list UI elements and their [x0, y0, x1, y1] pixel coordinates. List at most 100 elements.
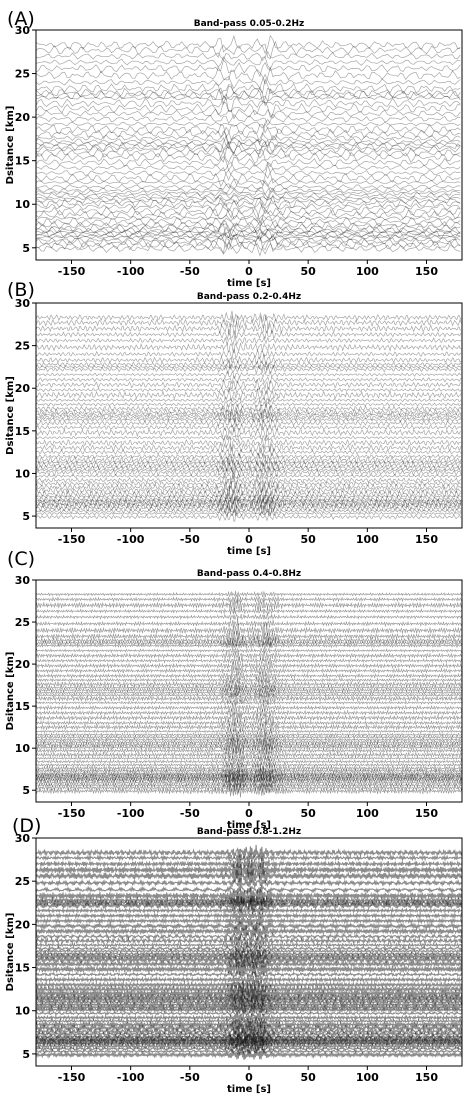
x-tick-label: -100: [117, 807, 145, 820]
trace: [36, 66, 461, 86]
panel-label: (C): [7, 548, 35, 570]
trace: [36, 775, 462, 787]
trace: [36, 179, 461, 193]
trace: [36, 678, 462, 691]
trace: [36, 737, 462, 747]
trace: [36, 399, 462, 409]
trace: [36, 73, 461, 90]
x-tick-label: 100: [356, 1071, 379, 1084]
trace: [36, 149, 461, 165]
panel-d: (D) Band-pass 0.8-1.2Hz -150 -100 -50 0 50 100 1…: [5, 815, 463, 1095]
trace: [36, 34, 461, 55]
trace: [36, 1002, 462, 1012]
x-tick-label: 150: [415, 807, 438, 820]
trace: [36, 742, 462, 754]
trace: [36, 630, 462, 643]
trace: [36, 712, 462, 725]
x-tick-label: 0: [245, 807, 253, 820]
x-tick-label: -150: [58, 265, 86, 278]
trace: [36, 885, 462, 895]
trace: [36, 770, 462, 780]
y-tick-label: 20: [15, 111, 31, 124]
x-tick-label: -150: [58, 807, 86, 820]
trace: [36, 138, 461, 151]
trace: [36, 458, 462, 467]
y-tick-label: 25: [15, 616, 30, 629]
y-tick-label: 20: [15, 382, 31, 395]
trace: [36, 650, 462, 661]
trace: [36, 474, 462, 485]
trace: [36, 878, 462, 888]
trace: [36, 86, 461, 107]
y-tick-label: 10: [15, 198, 31, 211]
y-axis-label: Dsitance [km]: [5, 913, 16, 992]
trace: [36, 123, 461, 138]
trace: [36, 961, 462, 977]
trace: [36, 417, 462, 429]
y-tick-label: 5: [22, 1048, 30, 1061]
chart-title: Band-pass 0.8-1.2Hz: [197, 827, 301, 837]
trace: [36, 660, 462, 671]
trace: [36, 406, 462, 419]
trace: [36, 997, 462, 1007]
y-tick-label: 10: [15, 742, 31, 755]
trace: [36, 442, 462, 455]
trace: [36, 216, 461, 229]
panel-b: (B) Band-pass 0.2-0.4Hz -150 -100 -50 0 50 100 1…: [5, 279, 463, 557]
trace: [36, 958, 462, 970]
trace: [36, 590, 462, 598]
x-tick-label: 50: [301, 265, 317, 278]
x-tick-label: -100: [117, 1071, 145, 1084]
y-tick-label: 25: [15, 68, 30, 81]
trace: [36, 314, 462, 330]
x-tick-label: 0: [245, 1071, 253, 1084]
trace: [36, 1049, 462, 1060]
trace: [36, 667, 462, 676]
trace: [36, 241, 461, 255]
trace: [36, 1043, 462, 1054]
trace: [36, 783, 462, 798]
trace: [36, 975, 462, 984]
trace: [36, 767, 462, 778]
trace: [36, 925, 462, 938]
trace: [36, 446, 462, 457]
trace: [36, 135, 461, 155]
trace: [36, 511, 462, 522]
trace: [36, 861, 462, 879]
trace: [36, 93, 461, 102]
trace: [36, 491, 462, 502]
x-tick-label: 100: [356, 533, 379, 546]
trace: [36, 228, 461, 236]
trace: [36, 1028, 462, 1039]
y-tick-label: 5: [22, 784, 30, 797]
trace: [36, 140, 461, 156]
y-tick-label: 20: [15, 658, 31, 671]
y-tick-label: 15: [15, 962, 30, 975]
trace: [36, 731, 462, 739]
trace: [36, 422, 462, 433]
trace: [36, 385, 462, 395]
trace: [36, 161, 461, 173]
trace: [36, 776, 462, 788]
trace: [36, 155, 461, 171]
x-axis-label: time [s]: [227, 546, 271, 557]
trace: [36, 214, 461, 222]
trace: [36, 857, 462, 870]
trace: [36, 130, 461, 145]
trace: [36, 943, 462, 953]
trace: [36, 396, 462, 404]
trace: [36, 466, 462, 481]
trace: [36, 217, 461, 237]
trace: [36, 622, 462, 637]
trace: [36, 225, 461, 242]
trace: [36, 980, 462, 990]
trace: [36, 496, 462, 508]
trace: [36, 166, 461, 181]
trace: [36, 310, 462, 323]
trace: [36, 370, 462, 379]
y-axis-label: Dsitance [km]: [5, 376, 16, 455]
trace: [36, 638, 462, 648]
trace: [36, 762, 462, 774]
trace: [36, 453, 462, 467]
